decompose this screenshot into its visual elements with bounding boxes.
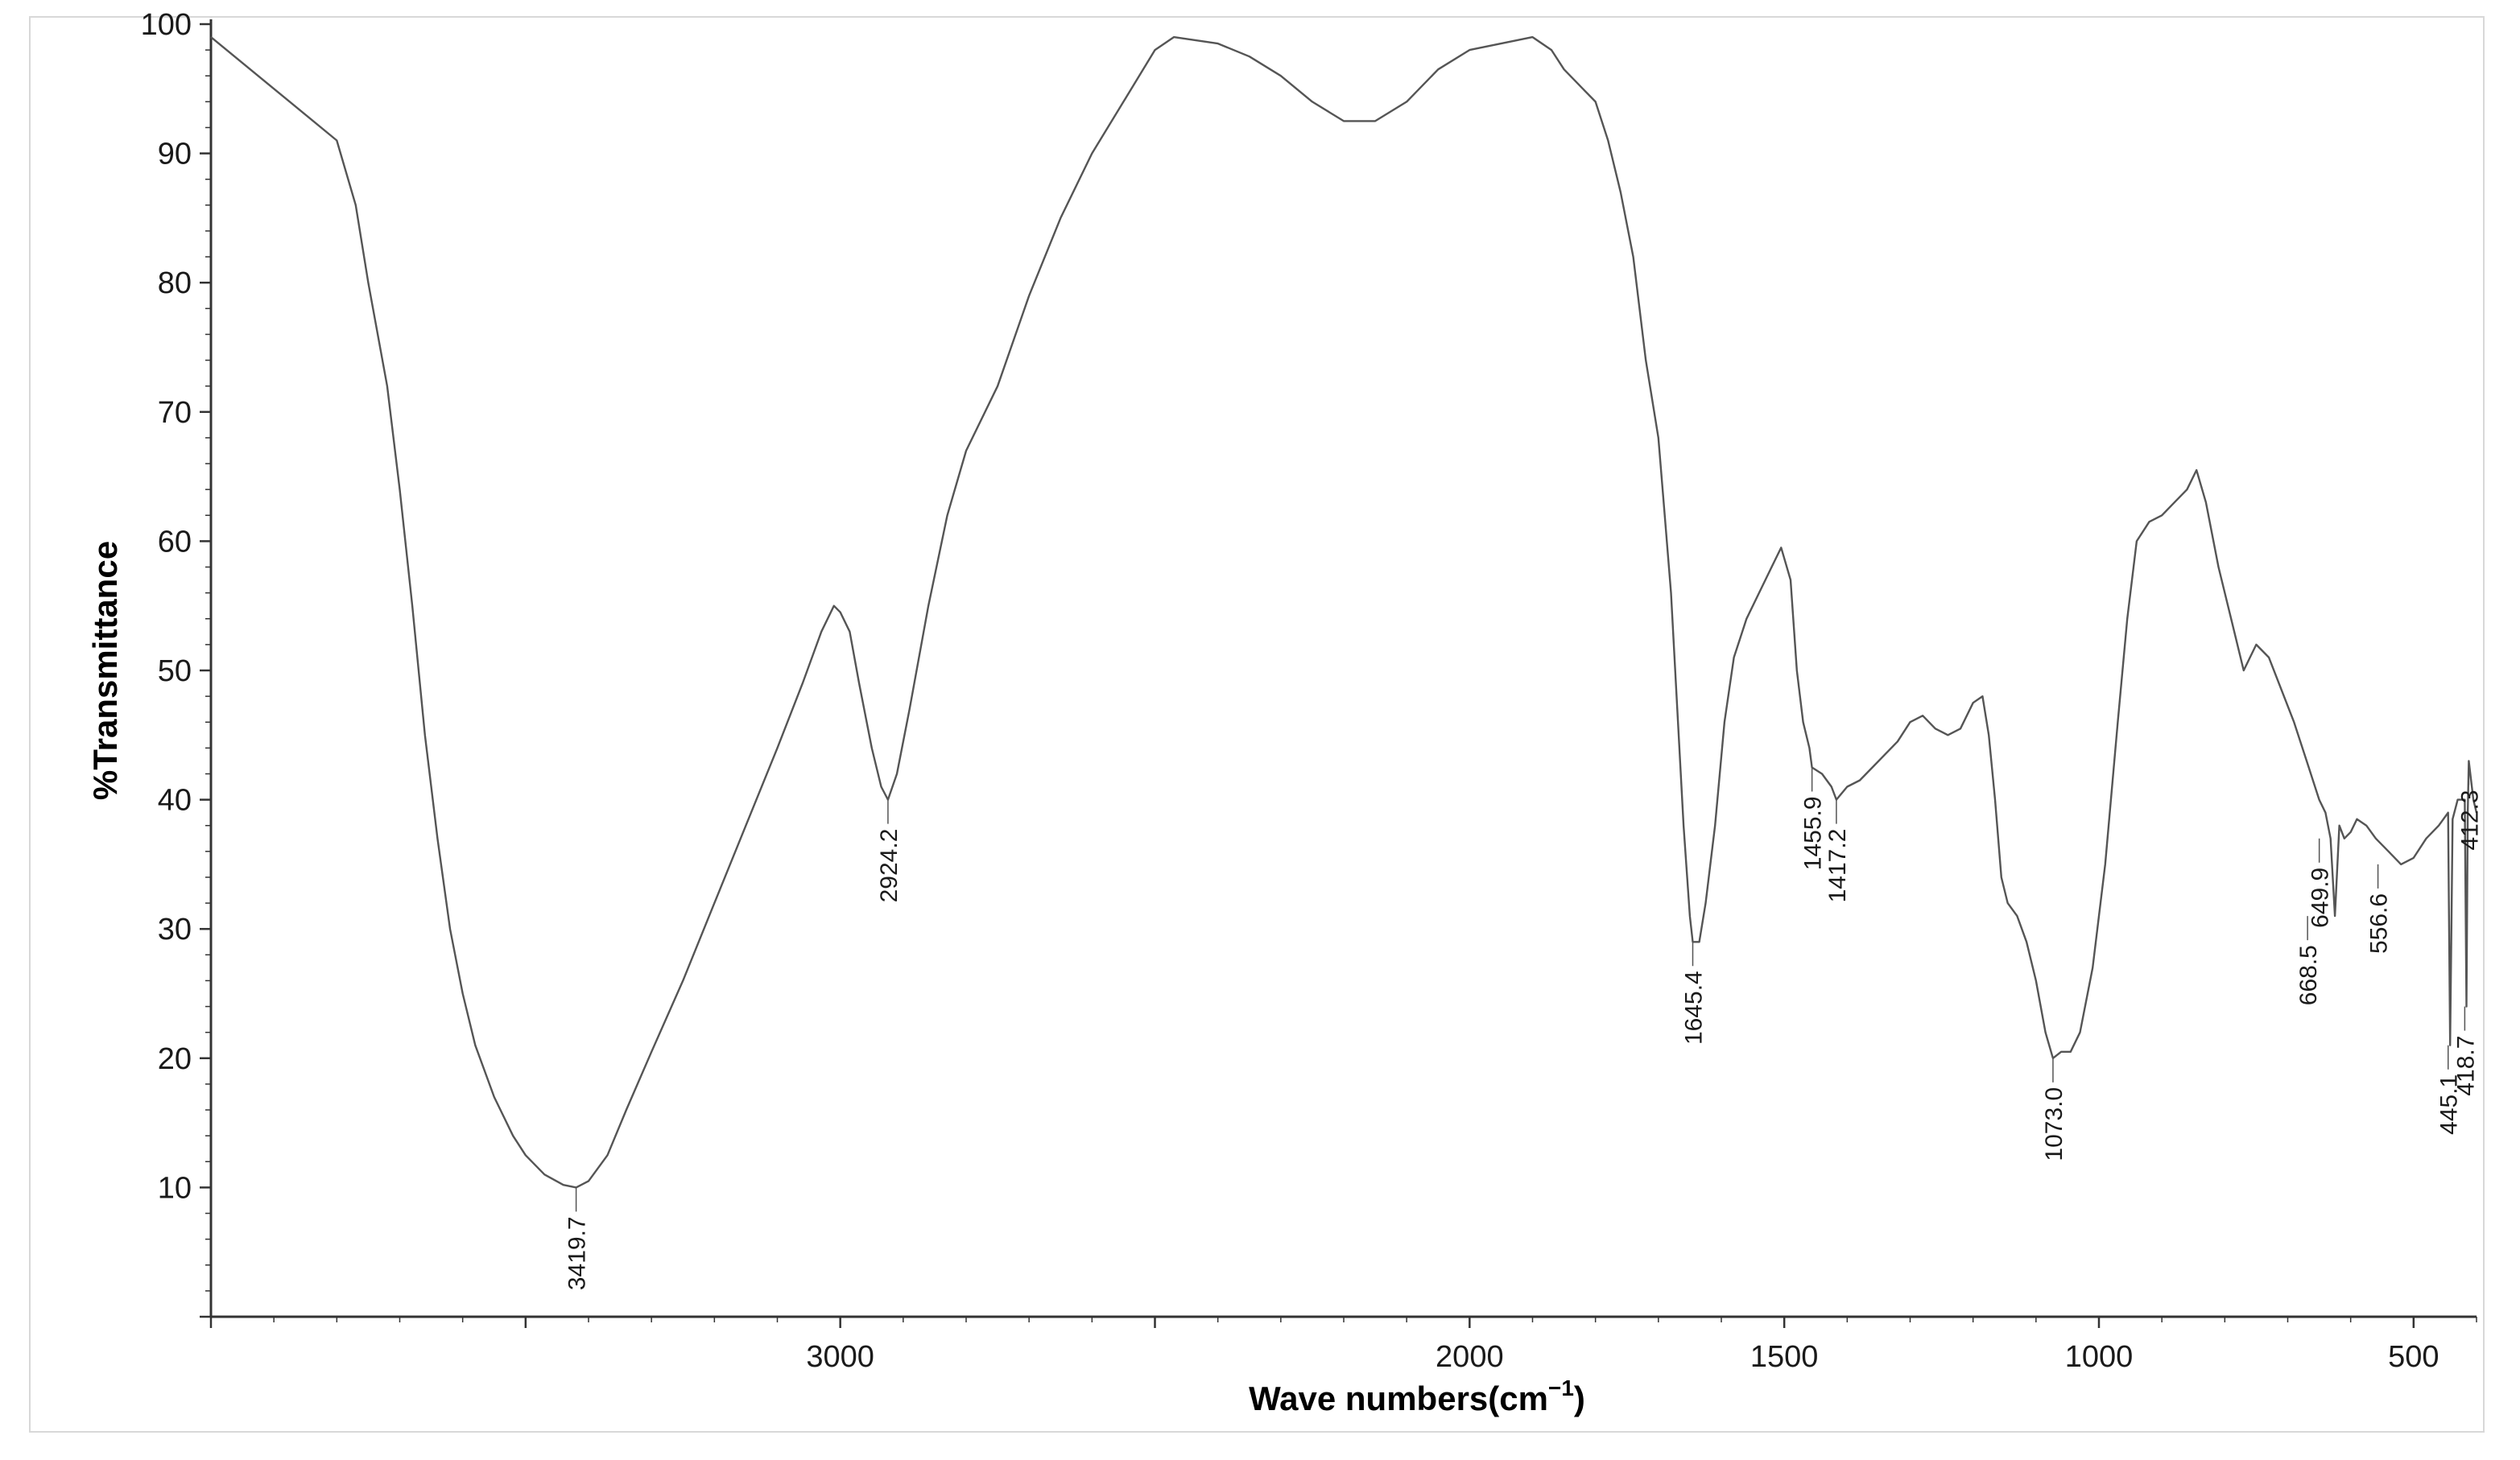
y-tick-label: 20 [158, 1042, 192, 1076]
peak-label: 1073.0 [2041, 1087, 2068, 1161]
y-tick-label: 40 [158, 784, 192, 818]
peak-label: 668.5 [2295, 945, 2322, 1005]
x-axis-title-superscript: −1 [1548, 1375, 1574, 1400]
peak-label: 412.3 [2456, 790, 2483, 850]
series-group [210, 35, 2478, 1189]
x-tick-label: 500 [2388, 1340, 2439, 1374]
y-tick-label: 70 [158, 396, 192, 430]
y-tick-label: 90 [158, 138, 192, 171]
x-tick-label: 1500 [1750, 1340, 1819, 1374]
x-tick-label: 1000 [2065, 1340, 2134, 1374]
peak-label: 1417.2 [1824, 829, 1851, 903]
transmittance-line [210, 35, 2478, 1189]
y-axis-title: %Transmittance [86, 541, 124, 800]
peak-label: 1645.4 [1681, 971, 1708, 1045]
chart-frame [29, 16, 2485, 1433]
peak-label: 556.6 [2366, 893, 2393, 954]
x-axis-title-main: Wave numbers(cm [1249, 1380, 1548, 1417]
peak-label: 445.1 [2436, 1074, 2463, 1135]
peak-label: 418.7 [2452, 1036, 2479, 1096]
peak-label: 649.9 [2307, 868, 2334, 928]
peak-label: 2924.2 [876, 829, 903, 903]
y-tick-label: 60 [158, 525, 192, 559]
x-tick-label: 2000 [1436, 1340, 1504, 1374]
x-axis-title-tail: ) [1574, 1380, 1585, 1417]
y-tick-label: 80 [158, 266, 192, 300]
y-tick-label: 30 [158, 913, 192, 947]
y-tick-label: 10 [158, 1171, 192, 1205]
x-ticks: 3000 2000 1500 1000 500 [209, 1317, 2477, 1374]
axes [209, 19, 2477, 1318]
y-tick-label: 100 [141, 8, 192, 42]
peak-label: 1455.9 [1800, 796, 1827, 870]
x-axis-title: Wave numbers(cm−1) [1249, 1375, 1585, 1417]
x-tick-label: 3000 [806, 1340, 874, 1374]
peak-label: 3419.7 [564, 1216, 591, 1290]
y-tick-label: 50 [158, 654, 192, 688]
y-ticks: 10 20 30 40 50 60 70 80 90 100 [141, 8, 211, 1318]
